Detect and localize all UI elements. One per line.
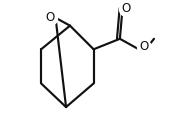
Text: O: O (45, 11, 54, 24)
Text: O: O (122, 2, 131, 15)
Text: O: O (139, 40, 148, 53)
